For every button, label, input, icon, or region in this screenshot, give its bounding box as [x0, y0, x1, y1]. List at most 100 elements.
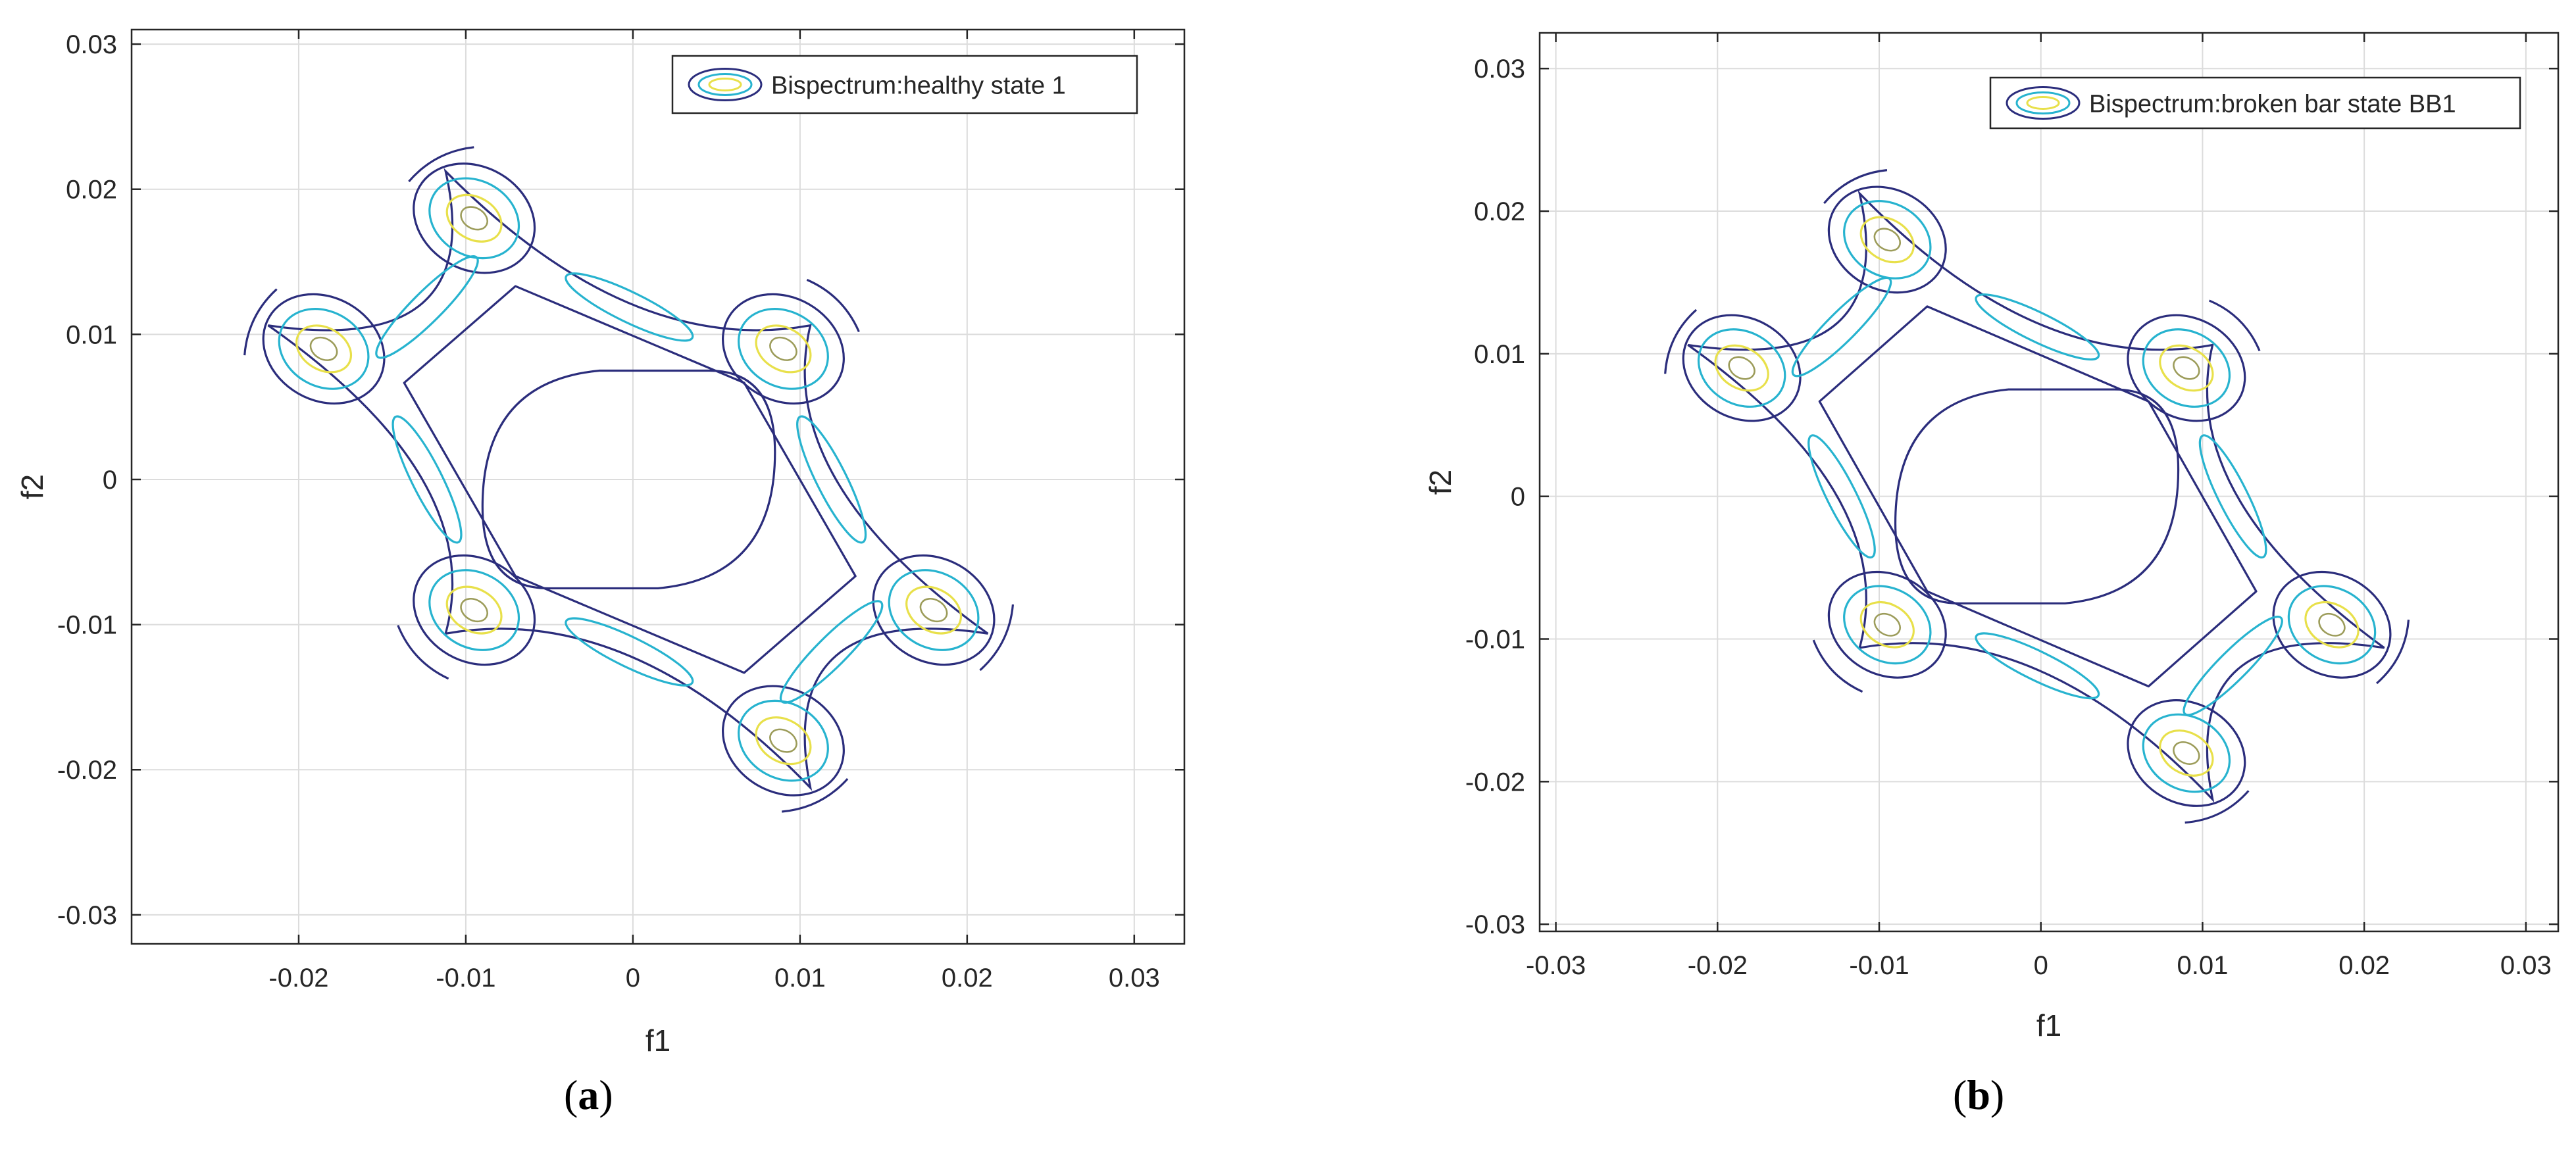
- chart-a-peak-outer-arc: [979, 604, 1015, 672]
- chart-b-peak-level-2: [1697, 328, 1786, 408]
- chart-b-peak-level-2: [2142, 328, 2231, 408]
- chart-b-xtick-label: 0.03: [2500, 951, 2552, 980]
- chart-a-peak-level-2: [738, 308, 829, 390]
- chart-a-xtick-label: -0.02: [268, 964, 328, 993]
- chart-a-peak-level-2: [278, 308, 370, 390]
- chart-a-ytick-label: 0.01: [66, 320, 117, 349]
- chart-a-side-blob: [391, 415, 463, 544]
- chart-a-axes-box: [130, 28, 1186, 945]
- chart-b-ytick-label: 0: [1511, 483, 1525, 512]
- chart-a-legend-icon-level-2: [697, 73, 753, 96]
- chart-b-axes-box: [1538, 32, 2560, 933]
- chart-b-peak-level-4: [1873, 228, 1901, 252]
- chart-a-peak-outer-arc: [806, 278, 860, 333]
- chart-b-peak-level-1: [1682, 314, 1802, 422]
- chart-a-peak-level-1: [413, 554, 536, 666]
- chart-b-xtick-label: -0.01: [1849, 951, 1909, 980]
- chart-b-peak-level-1: [1827, 570, 1947, 679]
- chart-b-peak-outer-arc: [2185, 790, 2250, 824]
- chart-a-legend-label: Bispectrum:healthy state 1: [771, 72, 1066, 100]
- chart-b-xtick-label: -0.03: [1526, 951, 1586, 980]
- chart-a-contour-inner: [481, 369, 776, 590]
- chart-b-xtick-label: 0.02: [2338, 951, 2390, 980]
- chart-b-peak-level-2: [1843, 585, 1932, 665]
- chart-b-ytick-label: 0.03: [1474, 55, 1525, 84]
- chart-a-peak-level-4: [919, 598, 948, 623]
- chart-a-side-blob: [375, 255, 479, 359]
- chart-a-ytick-label: 0: [103, 466, 117, 495]
- chart-a-side-blob: [565, 272, 694, 342]
- chart-a-peak-level-3: [445, 193, 503, 243]
- chart-b-ytick-label: 0.02: [1474, 197, 1525, 226]
- chart-b-peak-level-4: [2173, 356, 2200, 380]
- chart-a-peak-level-2: [738, 699, 829, 782]
- chart-b-side-blob: [1975, 293, 2100, 361]
- chart-a-peak-level-4: [769, 336, 797, 361]
- chart-a-peak-level-1: [413, 162, 536, 274]
- chart-a-xtick-label: 0.02: [942, 964, 993, 993]
- chart-b-peak-outer-arc: [1823, 169, 1888, 205]
- chart-a-peak-level-3: [295, 324, 353, 374]
- chart-a-peak-level-4: [309, 336, 338, 361]
- chart-b-xtick-label: 0: [2034, 951, 2048, 980]
- chart-a-ytick-label: -0.01: [57, 611, 117, 640]
- chart-a-contours: [243, 146, 1015, 813]
- chart-a-ytick-label: -0.03: [57, 901, 117, 930]
- chart-a-peak-outer-arc: [782, 777, 849, 813]
- chart-a-legend-icon-level-3: [708, 78, 742, 91]
- chart-b-peak-level-3: [1859, 216, 1915, 264]
- chart-a-peak-level-4: [769, 728, 797, 753]
- chart-a-ytick-label: -0.02: [57, 756, 117, 785]
- chart-a-side-blob: [779, 600, 884, 704]
- chart-b-side-blob: [1791, 276, 1892, 378]
- chart-b-side-blob: [1975, 632, 2100, 700]
- chart-a-peak-level-2: [428, 177, 520, 260]
- chart-a-side-blob: [565, 617, 694, 687]
- chart-a-contour-outer: [267, 168, 989, 791]
- chart-b-peak-level-3: [2304, 601, 2360, 649]
- chart-a-ylabel: f2: [15, 474, 49, 499]
- chart-a-peak-level-3: [445, 585, 503, 635]
- chart-a-peak-level-1: [872, 554, 996, 666]
- chart-b-peak-level-3: [1859, 601, 1915, 649]
- chart-b-peak-level-1: [1827, 185, 1947, 294]
- chart-b-contours: [1664, 169, 2410, 824]
- chart-b-ylabel: f2: [1423, 470, 1457, 495]
- chart-b-contour-inner: [1894, 388, 2180, 604]
- chart-b-peak-level-1: [2272, 570, 2392, 679]
- caption-b: (b): [1953, 1071, 2005, 1118]
- chart-b-peak-level-3: [2159, 344, 2214, 392]
- chart-a-legend-icon-level-1: [688, 68, 763, 101]
- chart-b-peak-outer-arc: [1812, 639, 1863, 693]
- chart-b-side-blob: [1807, 434, 1876, 559]
- chart-a-ytick-label: 0.02: [66, 176, 117, 205]
- chart-a-peak-level-1: [721, 293, 845, 405]
- chart-a-xtick-label: 0.01: [774, 964, 826, 993]
- chart-a-bispectrum-healthy: -0.02 -0.01 0 0.01 0.02 0.03 -0.03 -0.02 -0.01 0 0…: [15, 28, 1186, 1058]
- chart-a-xtick-label: 0: [626, 964, 640, 993]
- chart-a-peak-level-4: [460, 598, 488, 623]
- chart-a-peak-level-3: [755, 716, 812, 766]
- chart-a-peak-outer-arc: [243, 288, 278, 356]
- chart-b-peak-outer-arc: [2208, 299, 2261, 351]
- chart-a-xlabel: f1: [645, 1023, 670, 1058]
- chart-b-side-blob: [2198, 434, 2267, 559]
- caption-a: (a): [564, 1071, 613, 1118]
- chart-b-xtick-label: -0.02: [1688, 951, 1748, 980]
- chart-b-peak-level-3: [1714, 344, 1769, 392]
- chart-a-peak-level-3: [755, 324, 812, 374]
- chart-b-peak-level-1: [2127, 314, 2246, 422]
- chart-b-peak-level-4: [2173, 741, 2200, 765]
- chart-b-peak-outer-arc: [1664, 308, 1698, 374]
- chart-a-peak-level-3: [905, 585, 963, 635]
- chart-b-side-blob: [2183, 616, 2283, 716]
- chart-b-legend-icon-level-1: [2006, 86, 2081, 120]
- chart-b-peak-level-4: [1873, 612, 1901, 637]
- chart-b-ytick-label: 0.01: [1474, 340, 1525, 369]
- chart-a-peak-level-1: [262, 293, 386, 405]
- chart-b-peak-outer-arc: [2376, 620, 2410, 685]
- chart-b-legend-icon-level-3: [2026, 96, 2060, 110]
- chart-a-peak-level-1: [721, 685, 845, 797]
- chart-b-xtick-label: 0.01: [2177, 951, 2228, 980]
